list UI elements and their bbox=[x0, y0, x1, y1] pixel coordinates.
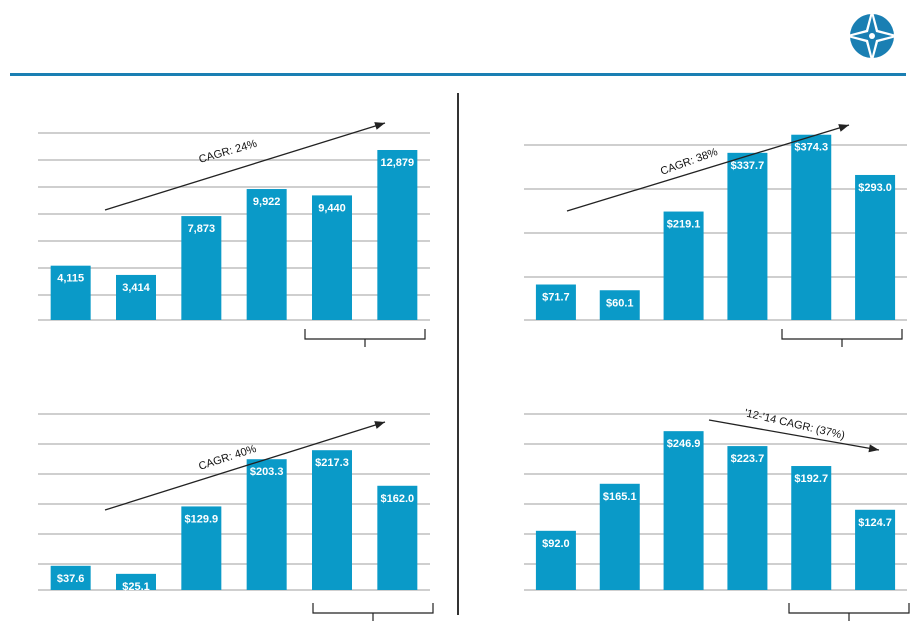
bar-value-label: $92.0 bbox=[542, 538, 570, 550]
bar-value-label: $165.1 bbox=[603, 491, 637, 503]
trend-arrow-head bbox=[838, 124, 849, 132]
bar-value-label: $192.7 bbox=[794, 473, 828, 485]
bracket bbox=[304, 329, 426, 347]
bar bbox=[116, 573, 156, 590]
bar bbox=[181, 506, 222, 590]
bar bbox=[312, 195, 352, 320]
compass-star-icon bbox=[844, 8, 900, 64]
bar-value-label: $162.0 bbox=[381, 493, 415, 505]
bar bbox=[599, 483, 640, 590]
bar bbox=[663, 431, 704, 590]
bracket bbox=[781, 329, 903, 347]
bar-value-label: $60.1 bbox=[606, 297, 634, 309]
bar-value-label: 7,873 bbox=[188, 223, 216, 235]
bar-value-label: $203.3 bbox=[250, 466, 284, 478]
header-rule bbox=[10, 73, 906, 76]
bar-value-label: $217.3 bbox=[315, 457, 349, 469]
chart-bottom-right: $92.0 $165.1 $246.9 $223.7 $192.7 $124.7 '12-'… bbox=[524, 407, 910, 621]
bar bbox=[50, 565, 91, 590]
bar-value-label: $25.1 bbox=[122, 581, 150, 593]
bar-value-label: $124.7 bbox=[858, 517, 892, 529]
chart-top-right: $71.7 $60.1 $219.1 $337.7 $374.3 $293.0 CAGR: … bbox=[524, 124, 907, 347]
bar-value-label: $374.3 bbox=[794, 142, 828, 154]
trend-arrow-head bbox=[374, 421, 385, 429]
bar bbox=[116, 274, 156, 320]
bar bbox=[855, 509, 896, 590]
bar bbox=[246, 459, 287, 590]
bar-value-label: $337.7 bbox=[731, 160, 765, 172]
bar bbox=[727, 446, 768, 590]
bar-value-label: $129.9 bbox=[185, 513, 219, 525]
bar-value-label: $293.0 bbox=[858, 182, 892, 194]
bar-value-label: $246.9 bbox=[667, 438, 701, 450]
bar-value-label: $223.7 bbox=[731, 453, 765, 465]
bar-value-label: 9,922 bbox=[253, 196, 281, 208]
bar bbox=[663, 211, 704, 320]
bar-value-label: 12,879 bbox=[381, 157, 415, 169]
bar bbox=[791, 134, 832, 320]
chart-bottom-left: $37.6$25.1$129.9$203.3$217.3$162.0CAGR: … bbox=[38, 413, 434, 621]
panel-divider bbox=[457, 93, 459, 615]
bar-value-label: $37.6 bbox=[57, 573, 85, 585]
cagr-label: CAGR: 24% bbox=[198, 138, 259, 166]
bar-value-label: 3,414 bbox=[122, 282, 150, 294]
bar bbox=[312, 450, 352, 590]
bar bbox=[791, 466, 832, 590]
bar-value-label: 9,440 bbox=[318, 202, 346, 214]
bar-value-label: $219.1 bbox=[667, 219, 701, 231]
bar bbox=[377, 485, 418, 590]
trend-arrow-head bbox=[868, 444, 879, 453]
bar-value-label: 4,115 bbox=[57, 273, 84, 285]
cagr-label: CAGR: 38% bbox=[659, 146, 720, 178]
trend-arrow-line bbox=[104, 122, 386, 211]
bar bbox=[599, 290, 640, 320]
chart-top-left: 4,115 3,414 7,873 9,922 9,440 12,879 CAGR: 24% bbox=[38, 122, 430, 347]
bracket bbox=[312, 603, 434, 621]
bar bbox=[377, 149, 418, 320]
trend-arrow-line bbox=[104, 421, 386, 511]
trend-arrow-line bbox=[566, 124, 850, 212]
bar bbox=[246, 189, 287, 320]
cagr-label: '12-'14 CAGR: (37%) bbox=[743, 407, 846, 442]
bar bbox=[181, 216, 222, 320]
bar bbox=[50, 265, 91, 320]
trend-arrow-line bbox=[708, 419, 880, 451]
trend-arrow-head bbox=[374, 122, 385, 130]
bar bbox=[535, 530, 576, 590]
bar bbox=[535, 284, 576, 320]
bracket bbox=[788, 603, 910, 621]
bar bbox=[727, 152, 768, 320]
bar bbox=[855, 174, 896, 320]
logo-center bbox=[869, 33, 875, 39]
bar-value-label: $71.7 bbox=[542, 292, 570, 304]
